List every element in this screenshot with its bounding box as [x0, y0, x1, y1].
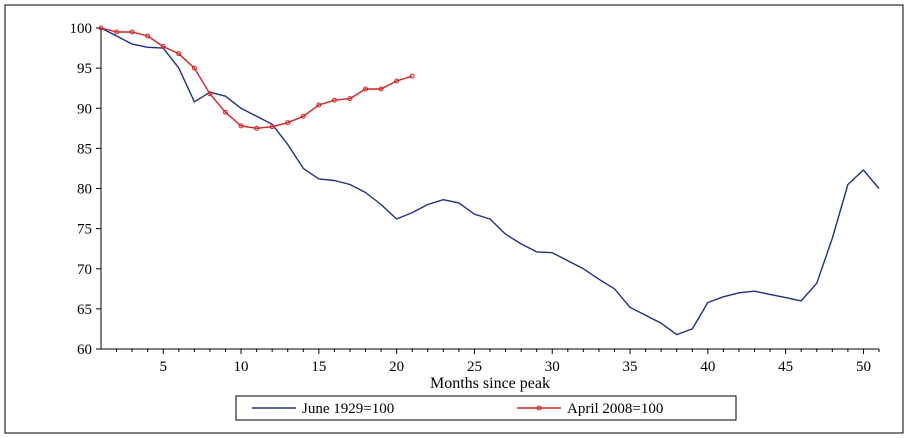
x-tick-label-15: 15	[311, 359, 326, 375]
y-tick-label-75: 75	[77, 222, 92, 238]
series-1-point-13	[285, 120, 291, 126]
y-tick-label-65: 65	[77, 302, 92, 318]
legend: June 1929=100 April 2008=100	[235, 395, 737, 421]
x-tick-label-40: 40	[700, 359, 715, 375]
legend-box	[235, 395, 737, 421]
series-1-point-21	[409, 73, 415, 79]
y-tick-label-90: 90	[77, 101, 92, 117]
series-1-point-9	[222, 109, 228, 115]
x-axis-label: Months since peak	[430, 375, 550, 392]
x-tick-label-5: 5	[159, 359, 167, 375]
legend-label-june-1929: June 1929=100	[302, 401, 394, 417]
x-tick-label-50: 50	[856, 359, 871, 375]
series-1-point-4	[145, 33, 151, 39]
series-line-1	[100, 27, 413, 130]
y-tick-label-100: 100	[70, 21, 93, 37]
series-1-point-1	[98, 25, 104, 31]
series-1-point-19	[378, 86, 384, 92]
series-1-point-5	[160, 43, 166, 49]
outer-border	[4, 4, 904, 434]
series-1-point-10	[238, 123, 244, 129]
x-tick-label-45: 45	[778, 359, 793, 375]
y-ticks: 60 65 70 75 80 85 90 95 100	[70, 21, 101, 358]
x-tick-label-20: 20	[389, 359, 404, 375]
x-ticks: 5 10 15 20 25 30 35 40 45 50	[116, 349, 880, 375]
legend-label-april-2008: April 2008=100	[567, 401, 663, 417]
x-tick-label-10: 10	[234, 359, 249, 375]
legend-marker-april-2008	[536, 405, 542, 411]
x-tick-label-25: 25	[467, 359, 482, 375]
y-tick-label-70: 70	[77, 262, 92, 278]
series-1-point-3	[129, 29, 135, 35]
series-1-point-8	[207, 91, 213, 97]
series-layer	[98, 25, 880, 336]
y-tick-label-85: 85	[77, 141, 92, 157]
series-1-point-20	[394, 78, 400, 84]
series-1-point-12	[269, 124, 275, 130]
x-tick-label-35: 35	[623, 359, 638, 375]
series-1-point-7	[191, 65, 197, 71]
series-1-point-11	[254, 125, 260, 131]
y-tick-label-95: 95	[77, 61, 92, 77]
series-1-point-16	[331, 97, 337, 103]
series-1-point-18	[363, 86, 369, 92]
series-1-point-2	[114, 29, 120, 35]
series-line-0	[100, 27, 880, 336]
x-tick-label-30: 30	[545, 359, 560, 375]
y-tick-label-60: 60	[77, 342, 92, 358]
series-1-point-14	[300, 113, 306, 119]
y-tick-label-80: 80	[77, 182, 92, 198]
series-1-point-15	[316, 102, 322, 108]
series-1-point-6	[176, 51, 182, 57]
series-1-point-17	[347, 96, 353, 102]
